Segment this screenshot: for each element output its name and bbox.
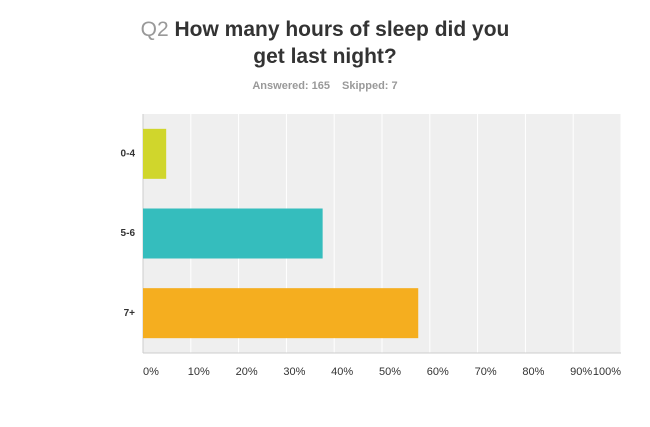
bar	[143, 128, 167, 179]
x-tick-label: 20%	[236, 366, 258, 378]
subtitle: Answered: 165 Skipped: 7	[0, 80, 650, 92]
y-tick-label: 7+	[124, 308, 136, 319]
y-tick-label: 0-4	[121, 148, 136, 159]
x-tick-label: 10%	[188, 366, 210, 378]
x-tick-label: 70%	[475, 366, 497, 378]
x-tick-label: 90%	[570, 366, 592, 378]
x-tick-label: 100%	[593, 366, 621, 378]
skipped: Skipped: 7	[342, 80, 398, 92]
x-tick-label: 30%	[283, 366, 305, 378]
bar	[143, 208, 323, 259]
x-tick-label: 80%	[522, 366, 544, 378]
bar	[143, 288, 419, 339]
question-number: Q2	[140, 18, 169, 41]
x-tick-label: 50%	[379, 366, 401, 378]
x-tick-label: 40%	[331, 366, 353, 378]
answered: Answered: 165	[252, 80, 331, 92]
x-tick-label: 60%	[427, 366, 449, 378]
chart-title: Q2 How many hours of sleep did you get l…	[125, 16, 525, 70]
y-tick-label: 5-6	[121, 228, 136, 239]
question-text: How many hours of sleep did you get last…	[174, 18, 510, 68]
x-tick-label: 0%	[143, 366, 159, 378]
